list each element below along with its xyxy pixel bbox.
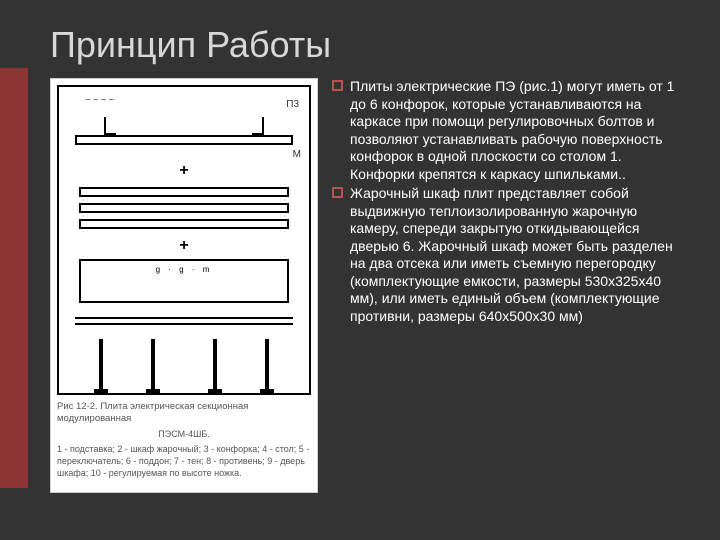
- caption-legend: 1 - подставка; 2 - шкаф жарочный; 3 - ко…: [57, 444, 311, 479]
- technical-figure: ~~~~ П3 М + + g · g · m: [50, 78, 318, 493]
- burner-panel-1: [79, 187, 289, 197]
- leg-2: [151, 339, 155, 389]
- diagram-drawing: ~~~~ П3 М + + g · g · m: [57, 85, 311, 395]
- figure-caption: Рис 12-2. Плита электрическая секционная…: [57, 401, 311, 479]
- caption-model: ПЭСМ-4ШБ.: [57, 429, 311, 441]
- dots-label: g · g · m: [156, 265, 213, 274]
- bullet-icon: [332, 80, 343, 91]
- foot-3: [208, 389, 222, 393]
- foot-2: [146, 389, 160, 393]
- paragraph-2-text: Жарочный шкаф плит представляет собой вы…: [350, 185, 673, 324]
- wavy-label: ~~~~: [85, 95, 116, 106]
- paragraph-2: Жарочный шкаф плит представляет собой вы…: [332, 185, 680, 325]
- slide-container: Принцип Работы ~~~~ П3 М + + g · g · m: [0, 0, 720, 493]
- plus-top: +: [179, 162, 188, 180]
- text-column: Плиты электрические ПЭ (рис.1) могут име…: [332, 78, 680, 493]
- leg-1: [99, 339, 103, 389]
- hook-left: [104, 117, 116, 135]
- hook-right: [252, 117, 264, 135]
- top-bar: [75, 135, 293, 145]
- paragraph-1: Плиты электрические ПЭ (рис.1) могут име…: [332, 78, 680, 183]
- foot-1: [94, 389, 108, 393]
- plus-mid: +: [179, 237, 188, 255]
- mark-m: М: [293, 149, 301, 160]
- burner-panel-3: [79, 219, 289, 229]
- leg-4: [265, 339, 269, 389]
- caption-title: Рис 12-2. Плита электрическая секционная…: [57, 401, 311, 426]
- paragraph-1-text: Плиты электрические ПЭ (рис.1) могут име…: [350, 78, 674, 182]
- foot-4: [260, 389, 274, 393]
- leg-3: [213, 339, 217, 389]
- base-bar: [75, 317, 293, 325]
- bullet-icon: [332, 187, 343, 198]
- mark-pz: П3: [286, 99, 299, 110]
- slide-title: Принцип Работы: [50, 24, 680, 66]
- burner-panel-2: [79, 203, 289, 213]
- accent-bar: [0, 68, 28, 488]
- content-row: ~~~~ П3 М + + g · g · m: [50, 78, 680, 493]
